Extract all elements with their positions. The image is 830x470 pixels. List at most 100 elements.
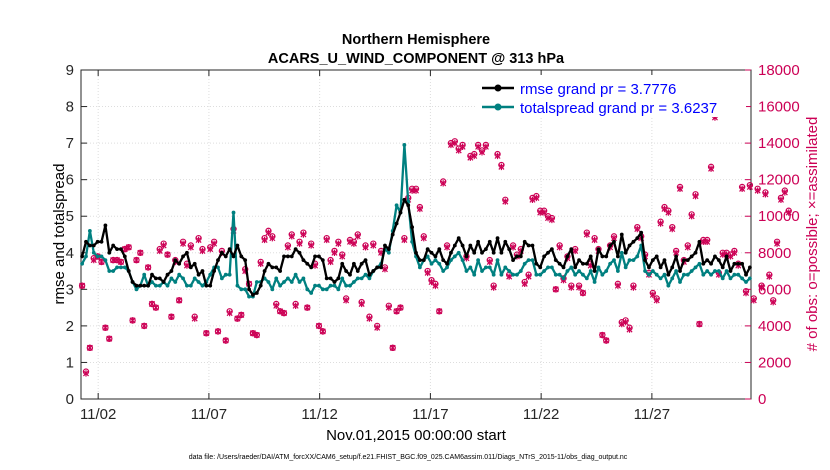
rmse-point [417,258,422,262]
rmse-point [705,258,710,262]
totalspread-point [239,287,244,292]
obs-assimilated-point [750,297,757,304]
totalspread-point [293,272,298,277]
rmse-point [542,254,547,259]
rmse-point [126,269,131,273]
rmse-point [460,243,465,248]
totalspread-point [518,269,523,273]
rmse-point [239,254,244,259]
obs-assimilated-point [296,240,303,247]
totalspread-point [456,250,461,255]
obs-assimilated-point [261,236,268,244]
obs-assimilated-point [708,165,715,172]
totalspread-point [557,272,562,277]
line-series-layer [80,143,752,299]
rmse-point [553,258,558,262]
y-tick-label: 5 [66,208,74,225]
rmse-point [635,236,640,241]
rmse-point [278,269,283,273]
totalspread-point [612,258,616,262]
totalspread-point [134,287,139,292]
totalspread-point [522,261,527,266]
data-file-footnote: data file: /Users/raeder/DAI/ATM_forcXX/… [189,454,628,461]
rmse-point [588,254,593,259]
rmse-point [747,265,752,270]
obs-assimilated-point [603,337,610,344]
obs-assimilated-point [304,304,311,311]
rmse-point [297,250,302,255]
obs-assimilated-point [696,320,703,328]
totalspread-point [429,261,434,266]
totalspread-point [348,283,352,288]
totalspread-point [631,258,636,262]
obs-assimilated-point [447,141,454,149]
totalspread-point [87,228,92,233]
rmse-point [87,243,92,248]
totalspread-point [464,269,469,273]
obs-assimilated-point [424,269,431,277]
legend-spread-label: totalspread grand pr = 3.6237 [520,100,717,117]
totalspread-point [84,254,88,259]
obs-assimilated-point [781,189,788,196]
totalspread-point [344,283,349,288]
obs-assimilated-point [471,152,478,160]
totalspread-point [243,287,248,292]
totalspread-point [549,265,554,270]
rmse-point [192,261,197,266]
rmse-point [643,258,647,262]
rmse-point [223,254,228,259]
rmse-point [557,261,562,266]
rmse-point [386,247,391,252]
totalspread-point [553,272,558,277]
obs-assimilated-point [739,185,746,193]
rmse-point [716,258,721,262]
totalspread-point [623,265,628,270]
legend-spread-marker [494,103,502,111]
obs-assimilated-point [502,198,509,205]
rmse-point [348,272,352,277]
obs-assimilated-point [548,216,555,224]
obs-assimilated-point [498,163,505,171]
obs-assimilated-point [676,185,684,193]
totalspread-point [107,269,112,273]
totalspread-point [650,269,655,273]
rmse-point [740,261,745,266]
obs-assimilated-point [374,324,381,331]
rmse-point [472,250,477,255]
y2-tick-label: 12000 [758,172,800,189]
totalspread-point [173,280,178,284]
obs-assimilated-point [308,242,315,249]
rmse-point [305,261,310,266]
obs-assimilated-point [362,244,369,251]
rmse-point [654,254,659,259]
totalspread-point [417,265,422,270]
totalspread-point [208,272,213,277]
obs-assimilated-point [482,143,489,150]
y-tick-label: 6 [66,172,74,189]
obs-assimilated-point [366,315,373,322]
totalspread-point [615,269,620,273]
obs-assimilated-point [160,242,167,249]
totalspread-point [487,265,492,270]
totalspread-point [693,265,698,270]
obs-assimilated-point [622,319,629,326]
totalspread-point [592,280,597,284]
rmse-point [449,250,453,255]
rmse-point [138,283,143,288]
obs-assimilated-point [292,302,299,309]
totalspread-point [449,258,453,262]
totalspread-point [95,254,100,259]
totalspread-point [600,272,605,277]
obs-assimilated-point [475,143,482,150]
obs-assimilated-point [583,231,590,238]
obs-assimilated-point [533,194,540,202]
rmse-point [549,247,554,252]
totalspread-point [581,272,585,277]
rmse-point [604,254,609,259]
x-tick-label: 11/27 [634,406,670,423]
obs-assimilated-point [541,209,548,216]
totalspread-point [223,272,228,277]
obs-assimilated-point [459,143,466,150]
obs-assimilated-point [207,245,214,253]
obs-assimilated-point [300,231,307,238]
